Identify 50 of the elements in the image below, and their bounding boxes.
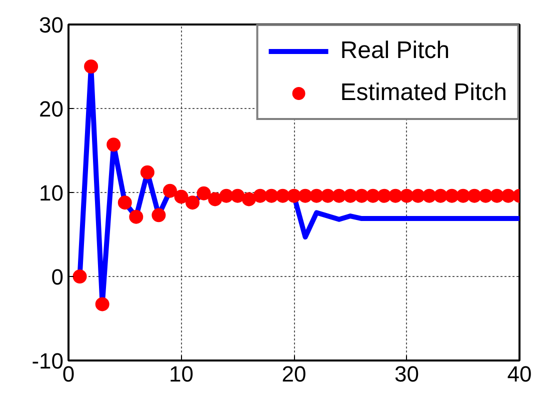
point [400,188,414,203]
x-tick-label: 30 [394,362,419,386]
x-tick-label: 20 [282,362,306,386]
point [118,196,132,210]
point [253,188,268,203]
point [444,188,459,203]
point [276,188,290,203]
point [152,208,166,222]
point [298,188,312,203]
point [95,297,110,312]
point [388,188,402,203]
point [208,192,222,206]
point [456,188,470,203]
legend-label: Real Pitch [340,36,450,66]
point [287,188,301,203]
point [366,188,380,203]
point [377,188,392,203]
y-tick-label: 30 [39,12,64,38]
y-tick-label: 0 [51,264,64,290]
point [219,188,234,203]
point [354,188,369,203]
point [411,188,426,203]
point [72,270,87,284]
point [501,188,516,203]
y-tick-label: 10 [39,180,64,206]
point [162,184,177,198]
point [310,188,324,203]
point [490,188,504,203]
point [106,138,121,152]
point [84,60,98,74]
point [320,188,335,203]
x-tick-label: 10 [169,362,194,386]
x-tick-label: 40 [507,362,532,386]
point [264,188,278,203]
point [332,188,346,203]
legend-label: Estimated Pitch [340,78,507,108]
y-tick-label: -10 [32,348,64,374]
point [196,186,211,200]
point [467,188,482,203]
point [174,190,188,204]
point [478,188,493,203]
point [242,192,256,206]
point [422,188,436,203]
point [129,210,144,224]
point [343,188,358,203]
point [140,165,154,180]
point [186,196,200,210]
point [434,188,448,203]
y-tick-label: 20 [39,96,64,122]
point [230,188,245,203]
